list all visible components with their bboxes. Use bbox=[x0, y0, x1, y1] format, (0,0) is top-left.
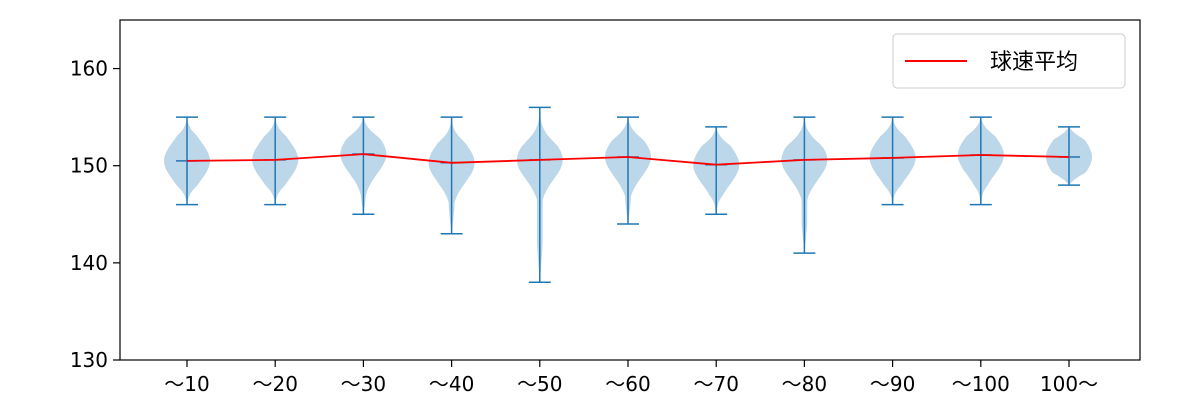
y-axis: 130 140 150 160 bbox=[70, 57, 120, 372]
x-tick-label: 〜100 bbox=[952, 372, 1010, 396]
x-axis: 〜10 〜20 〜30 〜40 〜50 〜60 〜70 〜80 〜90 〜100 100〜 bbox=[164, 360, 1098, 396]
x-tick-label: 〜40 bbox=[429, 372, 474, 396]
y-tick-label: 130 bbox=[70, 348, 108, 372]
legend-box bbox=[892, 33, 1126, 89]
mean-line bbox=[186, 153, 1070, 166]
x-tick-label: 〜60 bbox=[605, 372, 650, 396]
legend-label: 球速平均 bbox=[990, 50, 1078, 75]
x-tick-label: 〜10 bbox=[164, 372, 209, 396]
x-tick-label: 〜80 bbox=[782, 372, 827, 396]
plot-frame bbox=[119, 19, 1141, 361]
x-tick-label: 〜30 bbox=[341, 372, 386, 396]
y-tick-label: 140 bbox=[70, 251, 108, 275]
legend: 球速平均 bbox=[892, 33, 1126, 89]
x-tick-label: 〜70 bbox=[693, 372, 738, 396]
x-tick-label: 〜50 bbox=[517, 372, 562, 396]
x-tick-label: 〜90 bbox=[870, 372, 915, 396]
x-tick-label: 100〜 bbox=[1040, 372, 1098, 396]
x-tick-label: 〜20 bbox=[252, 372, 297, 396]
y-tick-label: 150 bbox=[70, 154, 108, 178]
mean-line-layer bbox=[186, 153, 1070, 166]
y-tick-label: 160 bbox=[70, 57, 108, 81]
